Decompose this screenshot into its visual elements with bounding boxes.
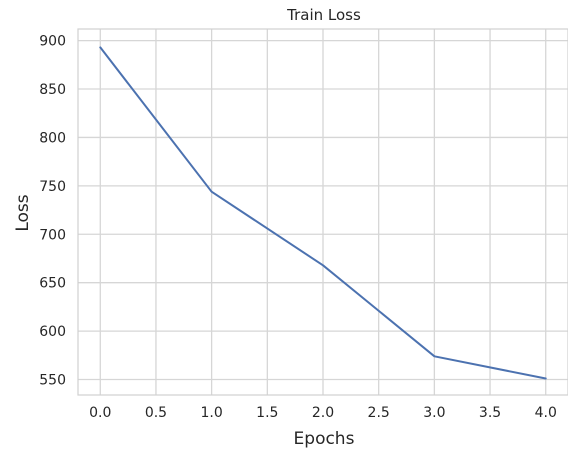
y-tick-label: 700 <box>39 227 66 243</box>
y-tick-label: 750 <box>39 179 66 195</box>
x-tick-label: 1.0 <box>201 405 223 421</box>
x-axis-ticks: 0.0 0.5 1.0 1.5 2.0 2.5 3.0 3.5 4.0 <box>89 405 557 421</box>
y-tick-label: 600 <box>39 324 66 340</box>
series-points <box>100 47 546 379</box>
x-axis-label: Epochs <box>294 429 355 449</box>
x-tick-label: 2.5 <box>368 405 390 421</box>
y-axis-label: Loss <box>13 194 33 231</box>
y-tick-label: 800 <box>39 130 66 146</box>
x-tick-label: 1.5 <box>256 405 278 421</box>
series-line-train-loss <box>99 46 547 380</box>
x-tick-label: 2.0 <box>312 405 334 421</box>
plot-frame <box>77 28 568 396</box>
x-tick-label: 0.5 <box>145 405 167 421</box>
y-tick-label: 900 <box>39 34 66 50</box>
grid <box>78 29 568 395</box>
y-tick-label: 550 <box>39 373 66 389</box>
x-tick-label: 3.5 <box>479 405 501 421</box>
x-tick-label: 4.0 <box>535 405 557 421</box>
x-tick-label: 3.0 <box>423 405 445 421</box>
y-tick-label: 850 <box>39 82 66 98</box>
y-axis-ticks: 550 600 650 700 750 800 850 900 <box>39 34 66 389</box>
y-tick-label: 650 <box>39 276 66 292</box>
chart-title: Train Loss <box>286 6 361 24</box>
x-tick-label: 0.0 <box>89 405 111 421</box>
